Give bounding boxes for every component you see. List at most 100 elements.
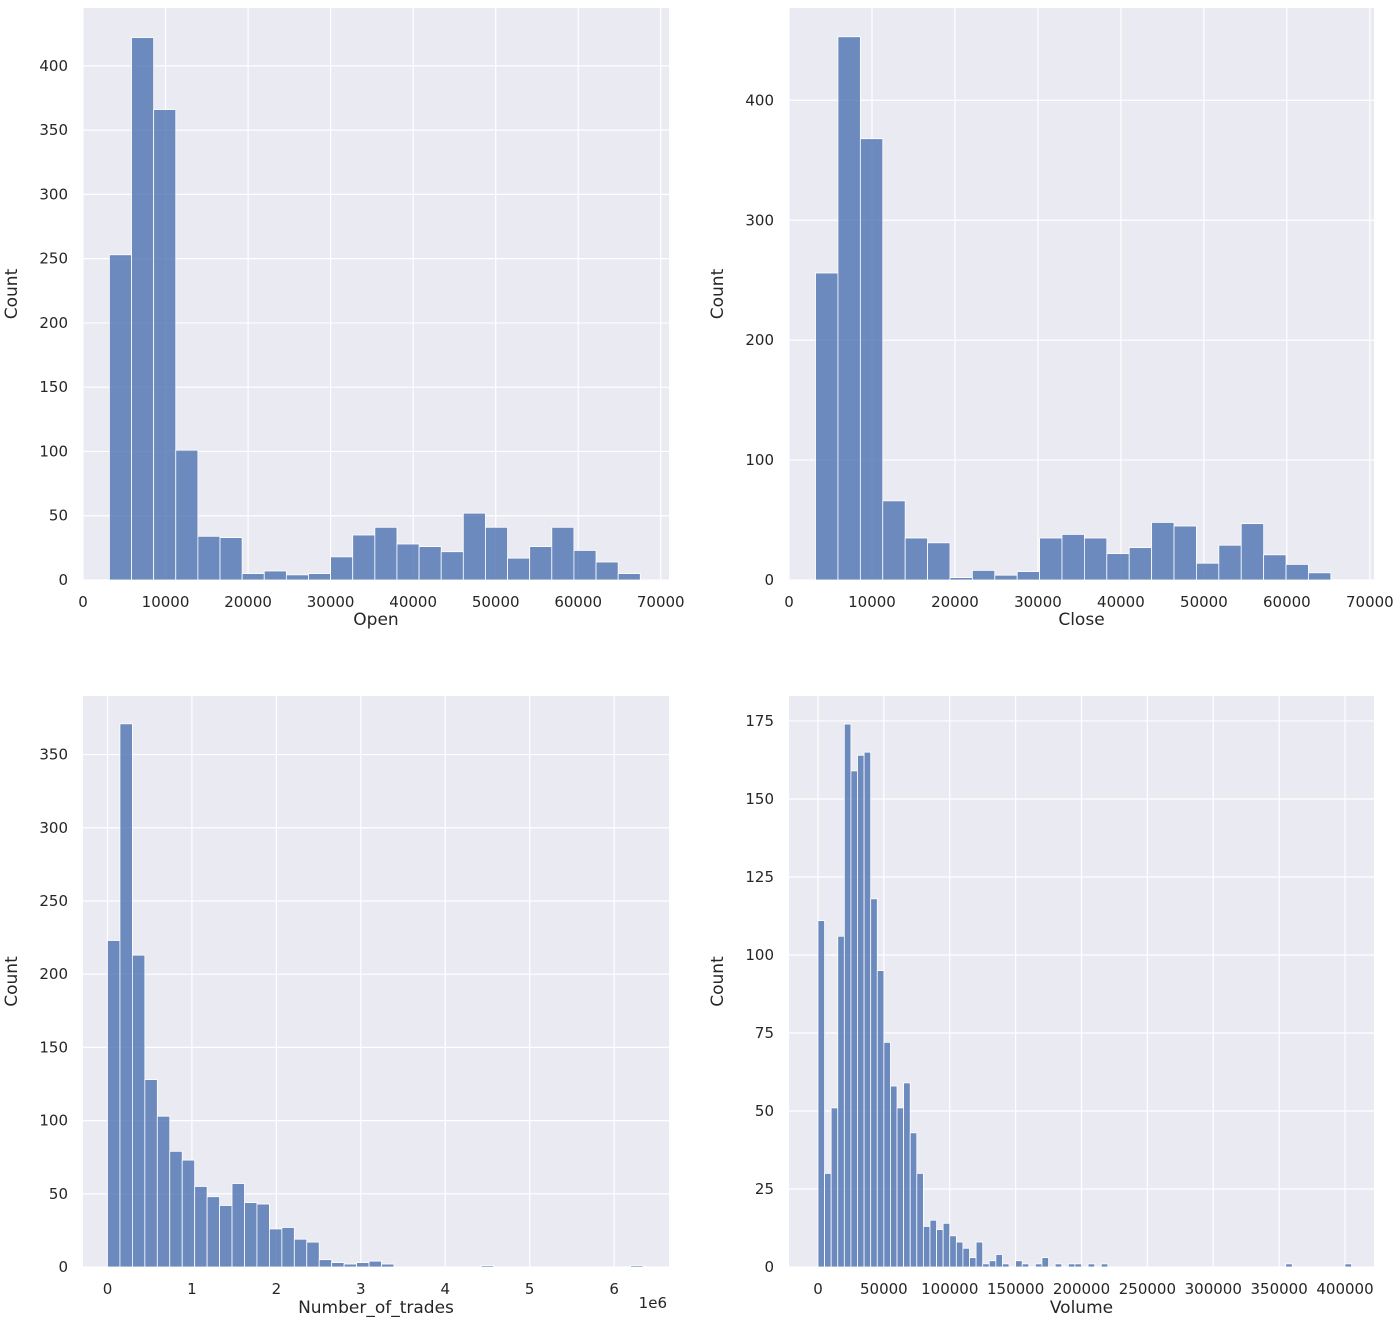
y-tick-label: 50 bbox=[49, 1185, 68, 1203]
y-tick-label: 150 bbox=[39, 1038, 68, 1056]
chart-panel-3: 0 1 2 3 4 5 6 0 50 100 150 200 250 300 350 Number_of_tr… bbox=[2, 696, 669, 1318]
histogram-bar bbox=[285, 574, 309, 581]
histogram-bar bbox=[175, 449, 199, 581]
y-tick-label: 100 bbox=[39, 1112, 68, 1130]
histogram-bar bbox=[1106, 553, 1130, 581]
histogram-bar bbox=[281, 1227, 295, 1268]
y-tick-label: 100 bbox=[745, 451, 774, 469]
x-tick-label: 50000 bbox=[860, 1280, 908, 1298]
histogram-bar bbox=[817, 920, 825, 1268]
histogram-bar bbox=[330, 556, 354, 581]
x-tick-label: 150000 bbox=[987, 1280, 1044, 1298]
histogram-bar bbox=[1015, 1260, 1023, 1268]
histogram-bar bbox=[896, 1107, 905, 1268]
histogram-bar bbox=[1263, 554, 1287, 581]
y-axis-label: Count bbox=[2, 268, 22, 319]
chart-panel-4: 0 50000 100000 150000 200000 250000 300000 3500… bbox=[708, 696, 1374, 1318]
histogram-bar bbox=[994, 574, 1018, 581]
y-tick-label: 400 bbox=[745, 91, 774, 109]
histogram-bar bbox=[909, 1132, 918, 1268]
histogram-bar bbox=[107, 940, 121, 1268]
y-tick-label: 100 bbox=[39, 442, 68, 460]
x-tick-label: 30000 bbox=[1014, 593, 1062, 611]
x-tick-label: 4 bbox=[440, 1280, 450, 1298]
histogram-bar bbox=[440, 551, 464, 581]
y-tick-label: 25 bbox=[755, 1180, 774, 1198]
histogram-bar bbox=[824, 1172, 832, 1268]
x-tick-label: 50000 bbox=[1180, 593, 1228, 611]
y-tick-label: 0 bbox=[58, 571, 68, 589]
histogram-bar bbox=[927, 542, 951, 581]
histogram-bar bbox=[988, 1260, 997, 1268]
histogram-bar bbox=[480, 1265, 494, 1268]
x-tick-label: 50000 bbox=[472, 593, 520, 611]
histogram-bar bbox=[485, 526, 508, 581]
histogram-bar bbox=[857, 754, 865, 1268]
x-tick-label: 0 bbox=[784, 593, 794, 611]
x-tick-label: 70000 bbox=[1346, 593, 1394, 611]
histogram-bar bbox=[882, 500, 906, 581]
plot-area bbox=[789, 8, 1374, 580]
histogram-bar bbox=[244, 1202, 258, 1268]
histogram-bar bbox=[949, 1235, 957, 1268]
histogram-bar bbox=[368, 1260, 382, 1268]
histogram-bar bbox=[352, 534, 376, 581]
chart-panel-1: 0 10000 20000 30000 40000 50000 60000 70000 0 50 1… bbox=[2, 8, 685, 630]
x-axis-label: Open bbox=[353, 610, 398, 630]
x-tick-label: 10000 bbox=[142, 593, 190, 611]
histogram-bar bbox=[971, 570, 996, 581]
histogram-bar bbox=[1128, 547, 1153, 581]
histogram-bar bbox=[381, 1263, 395, 1268]
histogram-bar bbox=[206, 1196, 220, 1268]
y-tick-label: 350 bbox=[39, 746, 68, 764]
x-axis-label: Volume bbox=[1050, 1298, 1113, 1318]
histogram-bar bbox=[1308, 572, 1332, 581]
histogram-bar bbox=[263, 570, 287, 581]
y-tick-label: 150 bbox=[745, 790, 774, 808]
histogram-bar bbox=[318, 1259, 333, 1268]
histogram-bar bbox=[131, 37, 155, 581]
y-axis-label: Count bbox=[2, 956, 22, 1007]
histogram-bar bbox=[308, 573, 332, 581]
histogram-bar bbox=[1196, 562, 1220, 581]
histogram-bar bbox=[1218, 544, 1242, 581]
histogram-bar bbox=[144, 1079, 158, 1268]
histogram-bar bbox=[109, 254, 132, 581]
y-tick-label: 400 bbox=[39, 57, 68, 75]
histogram-bar bbox=[904, 537, 928, 581]
histogram-bar bbox=[374, 526, 398, 581]
histogram-bar bbox=[863, 751, 872, 1268]
x-axis-label: Number_of_trades bbox=[298, 1298, 454, 1318]
histogram-bar bbox=[617, 573, 641, 581]
y-tick-label: 300 bbox=[39, 185, 68, 203]
y-tick-label: 200 bbox=[39, 965, 68, 983]
histogram-bar bbox=[231, 1183, 245, 1268]
histogram-bar bbox=[982, 1263, 990, 1268]
y-tick-label: 350 bbox=[39, 121, 68, 139]
histogram-bar bbox=[975, 1241, 984, 1268]
histogram-bar bbox=[1285, 564, 1309, 581]
histogram-bar bbox=[843, 723, 852, 1268]
histogram-bar bbox=[1285, 1263, 1293, 1268]
y-tick-label: 100 bbox=[745, 946, 774, 964]
y-tick-label: 250 bbox=[39, 892, 68, 910]
histogram-bar bbox=[181, 1159, 196, 1268]
x-tick-label: 0 bbox=[78, 593, 88, 611]
x-tick-label: 250000 bbox=[1119, 1280, 1176, 1298]
y-tick-label: 300 bbox=[745, 211, 774, 229]
histogram-bar bbox=[916, 1172, 924, 1268]
histogram-bar bbox=[396, 543, 420, 581]
histogram-bar bbox=[1173, 525, 1197, 581]
histogram-bar bbox=[1039, 537, 1063, 581]
y-tick-label: 0 bbox=[58, 1258, 68, 1276]
histogram-bar bbox=[1151, 522, 1175, 581]
histogram-bar bbox=[153, 109, 177, 581]
y-tick-label: 50 bbox=[49, 507, 68, 525]
histogram-bar bbox=[573, 550, 597, 581]
histogram-bar bbox=[969, 1257, 977, 1268]
histogram-bar bbox=[955, 1241, 964, 1268]
histogram-bar bbox=[197, 535, 221, 581]
x-axis-offset-label: 1e6 bbox=[639, 1294, 667, 1312]
histogram-bar bbox=[1041, 1257, 1049, 1268]
